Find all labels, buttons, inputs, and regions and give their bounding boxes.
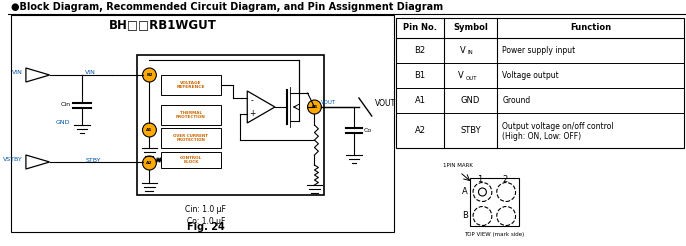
Text: OVER CURRENT
PROTECTION: OVER CURRENT PROTECTION — [174, 134, 209, 142]
Text: B1: B1 — [414, 71, 426, 80]
Circle shape — [143, 123, 156, 137]
Text: B2: B2 — [414, 46, 426, 55]
Text: A1: A1 — [414, 96, 426, 105]
Text: Output voltage on/off control: Output voltage on/off control — [502, 122, 614, 131]
Text: Fig. 24: Fig. 24 — [187, 222, 224, 232]
Text: 1PIN MARK: 1PIN MARK — [443, 163, 473, 168]
Text: 2: 2 — [503, 175, 508, 184]
Text: -: - — [251, 96, 254, 106]
Circle shape — [497, 206, 516, 226]
Text: VOUT: VOUT — [321, 100, 337, 105]
Text: Co: Co — [364, 127, 372, 133]
Text: OUT: OUT — [466, 76, 477, 80]
Text: Function: Function — [570, 24, 611, 32]
Text: A: A — [462, 186, 468, 196]
Text: V: V — [460, 46, 466, 55]
Text: VIN: VIN — [12, 70, 23, 75]
Bar — [137, 55, 324, 195]
Text: Cin: Cin — [60, 103, 71, 108]
Circle shape — [473, 206, 492, 226]
Text: A1: A1 — [146, 128, 153, 132]
Text: IN: IN — [468, 50, 473, 56]
Text: Pin No.: Pin No. — [403, 24, 437, 32]
Bar — [161, 152, 221, 168]
Text: V: V — [458, 71, 464, 80]
Bar — [397, 18, 684, 148]
Text: BH□□RB1WGUT: BH□□RB1WGUT — [109, 18, 217, 31]
Text: +: + — [249, 109, 255, 119]
Text: A2: A2 — [414, 126, 426, 135]
Circle shape — [143, 68, 156, 82]
Bar — [11, 15, 394, 232]
Text: (High: ON, Low: OFF): (High: ON, Low: OFF) — [502, 132, 581, 141]
Bar — [470, 178, 519, 226]
Text: A2: A2 — [146, 161, 152, 165]
Text: Symbol: Symbol — [453, 24, 488, 32]
Circle shape — [143, 156, 156, 170]
Text: GND: GND — [461, 96, 480, 105]
Text: VOUT: VOUT — [375, 99, 396, 108]
Circle shape — [497, 183, 516, 201]
Text: Ground: Ground — [502, 96, 530, 105]
Bar — [161, 128, 221, 148]
Text: ●Block Diagram, Recommended Circuit Diagram, and Pin Assignment Diagram: ●Block Diagram, Recommended Circuit Diag… — [11, 2, 443, 12]
Text: Power supply input: Power supply input — [502, 46, 576, 55]
Text: TOP VIEW (mark side): TOP VIEW (mark side) — [464, 232, 524, 237]
Text: VOLTAGE
REFERENCE: VOLTAGE REFERENCE — [177, 81, 205, 89]
Text: B1: B1 — [311, 105, 318, 109]
Text: CONTROL
BLOCK: CONTROL BLOCK — [180, 156, 202, 164]
Circle shape — [307, 100, 321, 114]
Circle shape — [479, 188, 486, 196]
Circle shape — [473, 183, 492, 201]
Text: 1: 1 — [477, 175, 482, 184]
Text: B2: B2 — [146, 73, 152, 77]
Text: VIN: VIN — [85, 70, 96, 75]
Bar — [161, 75, 221, 95]
Text: STBY: STBY — [460, 126, 481, 135]
Text: GND: GND — [56, 120, 71, 125]
Text: THERMAL
PROTECTION: THERMAL PROTECTION — [176, 111, 206, 119]
Text: VSTBY: VSTBY — [3, 157, 23, 162]
Bar — [161, 105, 221, 125]
Text: Cin: 1.0 μF
Co: 1.0 μF: Cin: 1.0 μF Co: 1.0 μF — [185, 205, 226, 227]
Text: B: B — [462, 212, 468, 220]
Text: STBY: STBY — [85, 158, 101, 163]
Text: Voltage output: Voltage output — [502, 71, 559, 80]
